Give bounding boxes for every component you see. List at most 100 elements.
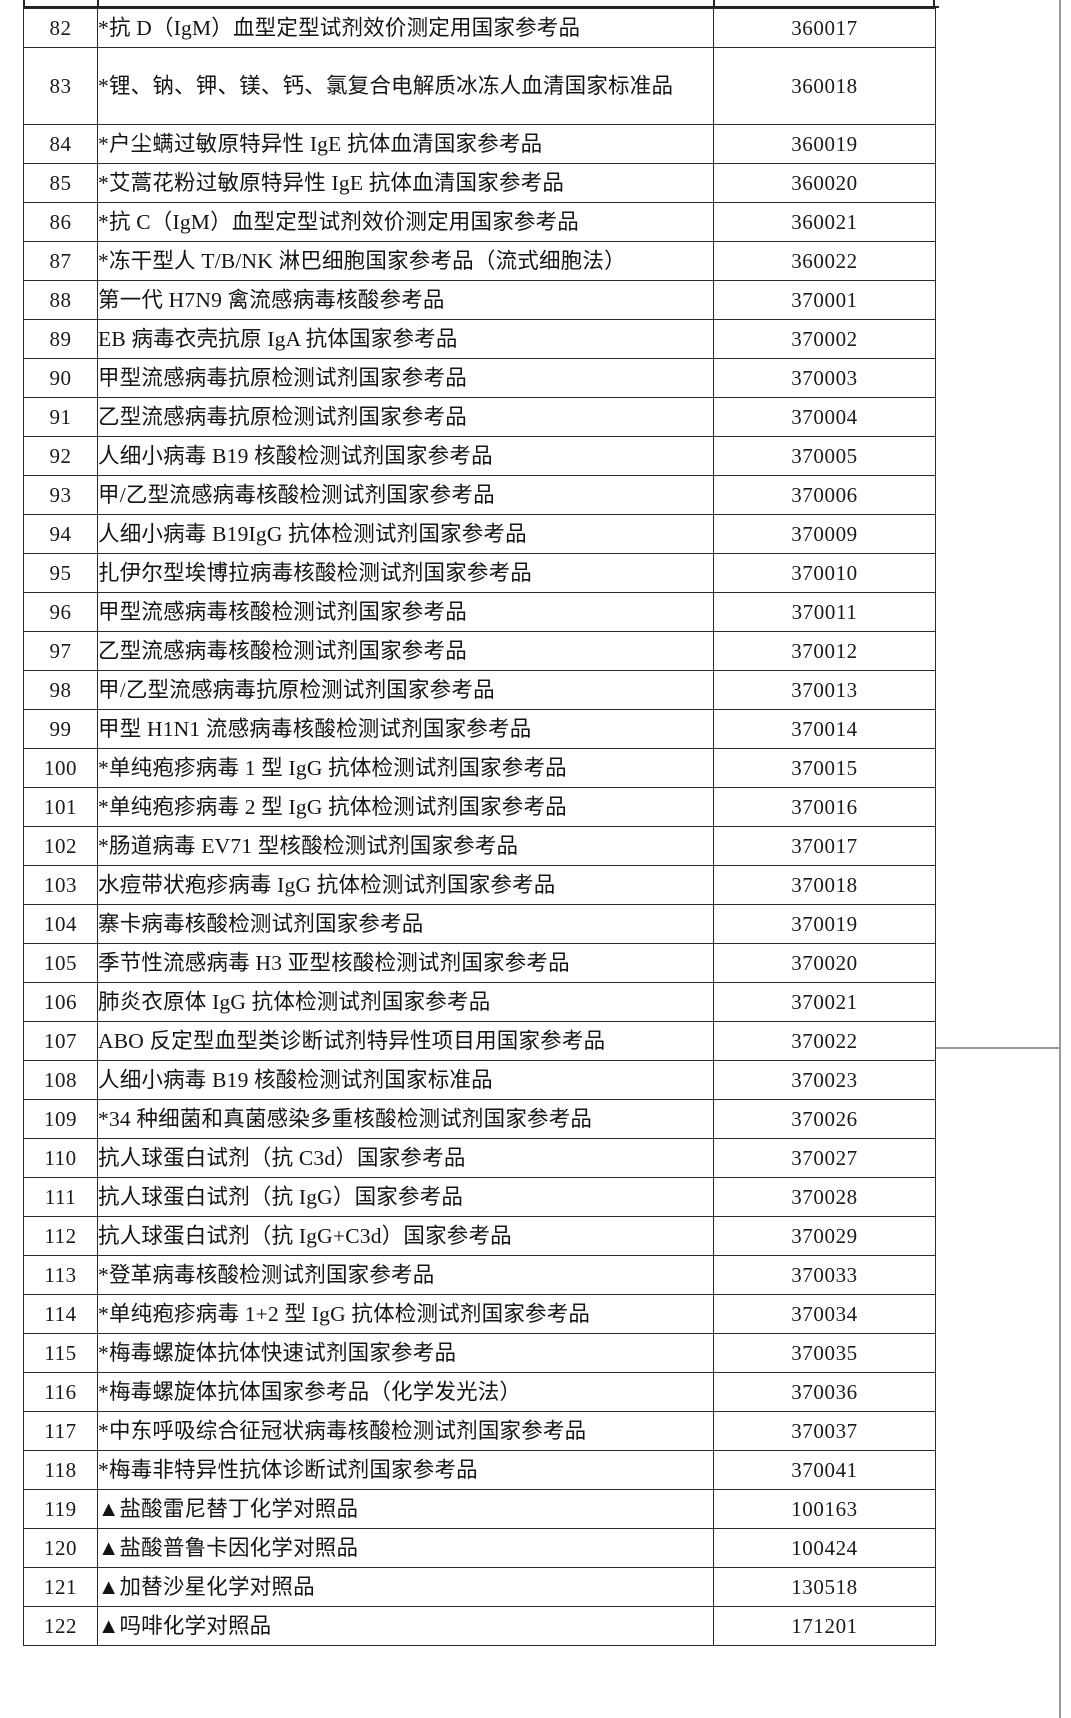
row-name-cell: 人细小病毒 B19 核酸检测试剂国家标准品 (97, 1060, 714, 1100)
table-row: 122 ▲吗啡化学对照品 171201 (23, 1606, 936, 1646)
row-code-cell: 360018 (713, 47, 936, 125)
row-index-cell: 94 (23, 514, 98, 554)
row-name-cell: 甲/乙型流感病毒核酸检测试剂国家参考品 (97, 475, 714, 515)
row-index-cell: 90 (23, 358, 98, 398)
table-row: 121 ▲加替沙星化学对照品 130518 (23, 1567, 936, 1607)
row-name-cell: *登革病毒核酸检测试剂国家参考品 (97, 1255, 714, 1295)
table-row: 90 甲型流感病毒抗原检测试剂国家参考品 370003 (23, 358, 936, 398)
table-row: 101 *单纯疱疹病毒 2 型 IgG 抗体检测试剂国家参考品 370016 (23, 787, 936, 827)
table-row: 97 乙型流感病毒核酸检测试剂国家参考品 370012 (23, 631, 936, 671)
row-code-cell: 360019 (713, 124, 936, 164)
row-code-cell: 370033 (713, 1255, 936, 1295)
row-code-cell: 370022 (713, 1021, 936, 1061)
row-name-cell: ▲盐酸普鲁卡因化学对照品 (97, 1528, 714, 1568)
table-row: 89 EB 病毒衣壳抗原 IgA 抗体国家参考品 370002 (23, 319, 936, 359)
row-name-cell: ▲盐酸雷尼替丁化学对照品 (97, 1489, 714, 1529)
row-name-cell: 甲/乙型流感病毒抗原检测试剂国家参考品 (97, 670, 714, 710)
row-name-cell: *抗 C（IgM）血型定型试剂效价测定用国家参考品 (97, 202, 714, 242)
row-index-cell: 85 (23, 163, 98, 203)
row-code-cell: 370036 (713, 1372, 936, 1412)
row-index-cell: 111 (23, 1177, 98, 1217)
table-row: 106 肺炎衣原体 IgG 抗体检测试剂国家参考品 370021 (23, 982, 936, 1022)
row-index-cell: 86 (23, 202, 98, 242)
row-index-cell: 107 (23, 1021, 98, 1061)
table-row: 85 *艾蒿花粉过敏原特异性 IgE 抗体血清国家参考品 360020 (23, 163, 936, 203)
row-name-cell: *抗 D（IgM）血型定型试剂效价测定用国家参考品 (97, 8, 714, 48)
row-code-cell: 360017 (713, 8, 936, 48)
row-index-cell: 87 (23, 241, 98, 281)
table-body: 82 *抗 D（IgM）血型定型试剂效价测定用国家参考品 360017 83 *锂、钠、… (23, 8, 936, 1646)
row-index-cell: 92 (23, 436, 98, 476)
row-name-cell: ▲加替沙星化学对照品 (97, 1567, 714, 1607)
row-code-cell: 370037 (713, 1411, 936, 1451)
column-separator-index (97, 0, 99, 8)
row-name-cell: ABO 反定型血型类诊断试剂特异性项目用国家参考品 (97, 1021, 714, 1061)
row-index-cell: 97 (23, 631, 98, 671)
row-code-cell: 370001 (713, 280, 936, 320)
row-index-cell: 120 (23, 1528, 98, 1568)
row-index-cell: 121 (23, 1567, 98, 1607)
row-index-cell: 104 (23, 904, 98, 944)
clipped-table-row-top (23, 0, 939, 8)
row-index-cell: 116 (23, 1372, 98, 1412)
row-index-cell: 117 (23, 1411, 98, 1451)
table-row: 119 ▲盐酸雷尼替丁化学对照品 100163 (23, 1489, 936, 1529)
table-row: 100 *单纯疱疹病毒 1 型 IgG 抗体检测试剂国家参考品 370015 (23, 748, 936, 788)
row-code-cell: 370006 (713, 475, 936, 515)
table-row: 120 ▲盐酸普鲁卡因化学对照品 100424 (23, 1528, 936, 1568)
row-code-cell: 360020 (713, 163, 936, 203)
row-code-cell: 360022 (713, 241, 936, 281)
row-code-cell: 370021 (713, 982, 936, 1022)
row-index-cell: 93 (23, 475, 98, 515)
row-name-cell: 人细小病毒 B19IgG 抗体检测试剂国家参考品 (97, 514, 714, 554)
row-index-cell: 83 (23, 47, 98, 125)
row-code-cell: 370027 (713, 1138, 936, 1178)
table-row: 109 *34 种细菌和真菌感染多重核酸检测试剂国家参考品 370026 (23, 1099, 936, 1139)
table-row: 91 乙型流感病毒抗原检测试剂国家参考品 370004 (23, 397, 936, 437)
row-index-cell: 119 (23, 1489, 98, 1529)
row-index-cell: 82 (23, 8, 98, 48)
row-code-cell: 370011 (713, 592, 936, 632)
row-name-cell: 肺炎衣原体 IgG 抗体检测试剂国家参考品 (97, 982, 714, 1022)
row-code-cell: 100424 (713, 1528, 936, 1568)
table-row: 94 人细小病毒 B19IgG 抗体检测试剂国家参考品 370009 (23, 514, 936, 554)
row-name-cell: 水痘带状疱疹病毒 IgG 抗体检测试剂国家参考品 (97, 865, 714, 905)
row-index-cell: 114 (23, 1294, 98, 1334)
row-name-cell: 寨卡病毒核酸检测试剂国家参考品 (97, 904, 714, 944)
row-code-cell: 370035 (713, 1333, 936, 1373)
table-row: 83 *锂、钠、钾、镁、钙、氯复合电解质冰冻人血清国家标准品 360018 (23, 47, 936, 125)
row-code-cell: 370015 (713, 748, 936, 788)
table-row: 103 水痘带状疱疹病毒 IgG 抗体检测试剂国家参考品 370018 (23, 865, 936, 905)
row-index-cell: 102 (23, 826, 98, 866)
table-row: 107 ABO 反定型血型类诊断试剂特异性项目用国家参考品 370022 (23, 1021, 936, 1061)
row-name-cell: *艾蒿花粉过敏原特异性 IgE 抗体血清国家参考品 (97, 163, 714, 203)
row-index-cell: 115 (23, 1333, 98, 1373)
row-name-cell: 乙型流感病毒抗原检测试剂国家参考品 (97, 397, 714, 437)
row-code-cell: 370004 (713, 397, 936, 437)
row-name-cell: *梅毒螺旋体抗体国家参考品（化学发光法） (97, 1372, 714, 1412)
row-name-cell: 抗人球蛋白试剂（抗 IgG+C3d）国家参考品 (97, 1216, 714, 1256)
row-name-cell: *34 种细菌和真菌感染多重核酸检测试剂国家参考品 (97, 1099, 714, 1139)
table-row: 102 *肠道病毒 EV71 型核酸检测试剂国家参考品 370017 (23, 826, 936, 866)
page-frame-horizontal-rule (934, 1047, 1060, 1049)
table-row: 84 *户尘螨过敏原特异性 IgE 抗体血清国家参考品 360019 (23, 124, 936, 164)
column-separator-code (713, 0, 715, 8)
row-code-cell: 370034 (713, 1294, 936, 1334)
row-name-cell: EB 病毒衣壳抗原 IgA 抗体国家参考品 (97, 319, 714, 359)
row-index-cell: 105 (23, 943, 98, 983)
table-row: 99 甲型 H1N1 流感病毒核酸检测试剂国家参考品 370014 (23, 709, 936, 749)
row-name-cell: 抗人球蛋白试剂（抗 C3d）国家参考品 (97, 1138, 714, 1178)
row-code-cell: 370026 (713, 1099, 936, 1139)
table-row: 104 寨卡病毒核酸检测试剂国家参考品 370019 (23, 904, 936, 944)
table-row: 110 抗人球蛋白试剂（抗 C3d）国家参考品 370027 (23, 1138, 936, 1178)
row-code-cell: 370016 (713, 787, 936, 827)
row-index-cell: 91 (23, 397, 98, 437)
row-name-cell: 扎伊尔型埃博拉病毒核酸检测试剂国家参考品 (97, 553, 714, 593)
row-code-cell: 171201 (713, 1606, 936, 1646)
table-row: 98 甲/乙型流感病毒抗原检测试剂国家参考品 370013 (23, 670, 936, 710)
table-row: 87 *冻干型人 T/B/NK 淋巴细胞国家参考品（流式细胞法） 360022 (23, 241, 936, 281)
table-row: 82 *抗 D（IgM）血型定型试剂效价测定用国家参考品 360017 (23, 8, 936, 48)
row-index-cell: 100 (23, 748, 98, 788)
row-code-cell: 370005 (713, 436, 936, 476)
table-row: 92 人细小病毒 B19 核酸检测试剂国家参考品 370005 (23, 436, 936, 476)
